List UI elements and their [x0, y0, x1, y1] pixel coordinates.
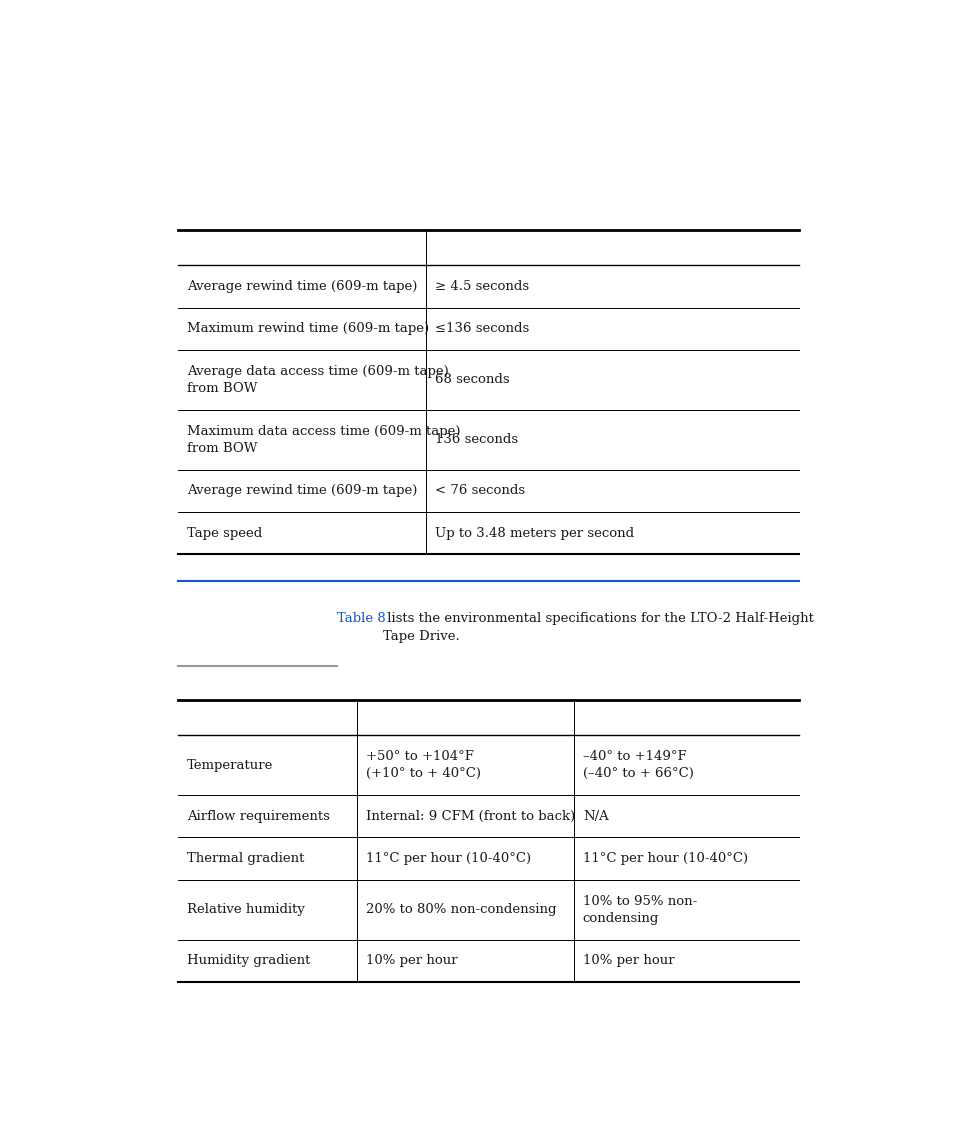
Text: 11°C per hour (10-40°C): 11°C per hour (10-40°C) [582, 852, 747, 866]
Text: Airflow requirements: Airflow requirements [187, 810, 330, 823]
Text: Average rewind time (609-m tape): Average rewind time (609-m tape) [187, 484, 417, 497]
Text: Internal: 9 CFM (front to back): Internal: 9 CFM (front to back) [366, 810, 575, 823]
Text: ≤136 seconds: ≤136 seconds [435, 322, 529, 335]
Text: < 76 seconds: < 76 seconds [435, 484, 524, 497]
Text: Maximum rewind time (609-m tape): Maximum rewind time (609-m tape) [187, 322, 429, 335]
Text: 136 seconds: 136 seconds [435, 433, 517, 447]
Text: lists the environmental specifications for the LTO-2 Half-Height
Tape Drive.: lists the environmental specifications f… [383, 611, 813, 642]
Text: ≥ 4.5 seconds: ≥ 4.5 seconds [435, 279, 529, 293]
Text: Temperature: Temperature [187, 759, 274, 772]
Text: Table 8: Table 8 [337, 611, 386, 625]
Text: 10% per hour: 10% per hour [582, 955, 674, 968]
Text: 68 seconds: 68 seconds [435, 373, 509, 386]
Text: Tape speed: Tape speed [187, 527, 262, 539]
Text: Average data access time (609-m tape)
from BOW: Average data access time (609-m tape) fr… [187, 365, 449, 395]
Text: 10% per hour: 10% per hour [366, 955, 457, 968]
Text: Relative humidity: Relative humidity [187, 903, 305, 916]
Text: 10% to 95% non-
condensing: 10% to 95% non- condensing [582, 894, 697, 925]
Text: +50° to +104°F
(+10° to + 40°C): +50° to +104°F (+10° to + 40°C) [366, 750, 480, 780]
Text: –40° to +149°F
(–40° to + 66°C): –40° to +149°F (–40° to + 66°C) [582, 750, 693, 780]
Text: N/A: N/A [582, 810, 608, 823]
Text: 20% to 80% non-condensing: 20% to 80% non-condensing [366, 903, 557, 916]
Text: 11°C per hour (10-40°C): 11°C per hour (10-40°C) [366, 852, 531, 866]
Text: Up to 3.48 meters per second: Up to 3.48 meters per second [435, 527, 634, 539]
Text: Average rewind time (609-m tape): Average rewind time (609-m tape) [187, 279, 417, 293]
Text: Maximum data access time (609-m tape)
from BOW: Maximum data access time (609-m tape) fr… [187, 425, 460, 455]
Text: Humidity gradient: Humidity gradient [187, 955, 311, 968]
Text: Thermal gradient: Thermal gradient [187, 852, 304, 866]
